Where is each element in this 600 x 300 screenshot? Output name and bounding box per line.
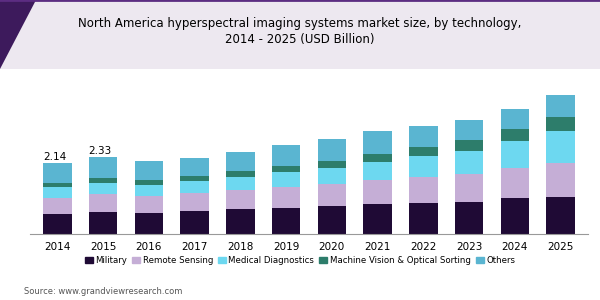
Bar <box>43 188 71 198</box>
Bar <box>317 139 346 161</box>
Bar <box>89 157 118 178</box>
Text: 2.14: 2.14 <box>43 152 66 162</box>
Bar <box>500 141 529 168</box>
Bar <box>135 185 163 196</box>
Bar <box>272 172 301 187</box>
Bar <box>547 95 575 117</box>
Bar <box>43 214 71 234</box>
Bar <box>547 117 575 131</box>
Bar <box>181 158 209 175</box>
Bar <box>272 145 301 166</box>
Bar <box>455 120 483 140</box>
Bar <box>547 163 575 197</box>
Bar <box>43 183 71 188</box>
Bar <box>226 177 254 190</box>
Bar <box>409 126 437 147</box>
Bar <box>89 194 118 212</box>
Bar <box>226 152 254 171</box>
Bar <box>317 168 346 184</box>
Bar <box>89 178 118 182</box>
Bar <box>43 198 71 214</box>
Bar <box>364 162 392 180</box>
Bar <box>135 180 163 185</box>
Bar <box>409 156 437 177</box>
Legend: Military, Remote Sensing, Medical Diagnostics, Machine Vision & Optical Sorting,: Military, Remote Sensing, Medical Diagno… <box>82 253 518 269</box>
Bar <box>181 181 209 193</box>
Bar <box>455 202 483 234</box>
Bar <box>547 131 575 163</box>
Bar <box>226 190 254 209</box>
Bar <box>272 187 301 208</box>
Bar <box>500 129 529 141</box>
Bar <box>409 203 437 234</box>
Text: 2.33: 2.33 <box>89 146 112 156</box>
Bar <box>181 211 209 234</box>
Bar <box>455 174 483 202</box>
Bar <box>500 168 529 198</box>
Bar <box>135 212 163 234</box>
Bar <box>409 177 437 203</box>
Bar <box>500 109 529 129</box>
Bar <box>272 208 301 234</box>
Bar <box>317 184 346 206</box>
Bar <box>364 131 392 154</box>
Bar <box>89 182 118 194</box>
Text: Source: www.grandviewresearch.com: Source: www.grandviewresearch.com <box>24 287 182 296</box>
Text: North America hyperspectral imaging systems market size, by technology,
2014 - 2: North America hyperspectral imaging syst… <box>79 17 521 46</box>
Bar <box>547 197 575 234</box>
Bar <box>89 212 118 234</box>
Bar <box>135 161 163 180</box>
Bar <box>135 196 163 212</box>
Bar <box>364 204 392 234</box>
Bar <box>455 151 483 174</box>
Bar <box>317 206 346 234</box>
Bar <box>455 140 483 151</box>
Bar <box>317 161 346 168</box>
Bar <box>364 154 392 162</box>
Bar <box>181 176 209 181</box>
Bar <box>272 166 301 172</box>
Bar <box>364 180 392 204</box>
Bar <box>226 171 254 177</box>
Bar <box>500 198 529 234</box>
Bar <box>409 147 437 156</box>
Bar <box>226 209 254 234</box>
Bar <box>181 193 209 211</box>
Bar <box>43 164 71 183</box>
